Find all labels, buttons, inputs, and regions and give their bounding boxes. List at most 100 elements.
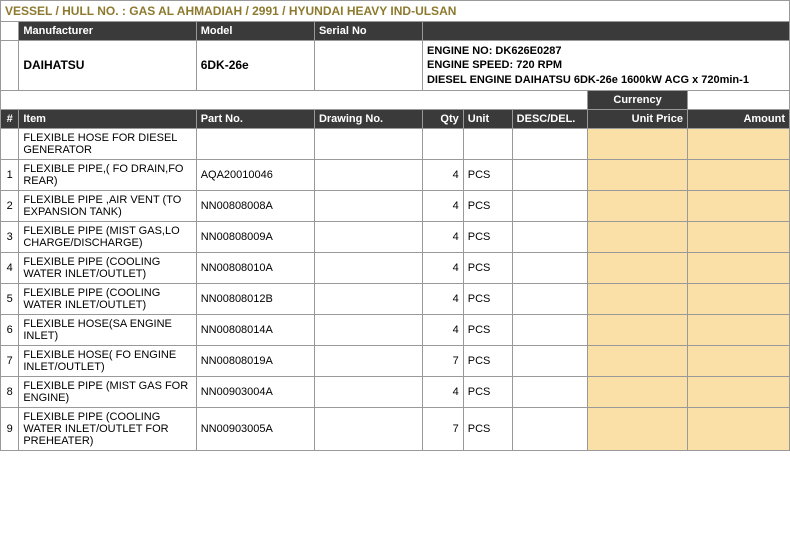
cell-unit-price (588, 407, 688, 450)
col-desc: DESC/DEL. (512, 109, 587, 128)
cell-item: FLEXIBLE PIPE (MIST GAS,LO CHARGE/DISCHA… (19, 221, 196, 252)
cell-desc (512, 128, 587, 159)
serial-value (314, 41, 422, 91)
cell-unit-price (588, 345, 688, 376)
cell-part: NN00808008A (196, 190, 314, 221)
table-row: 7FLEXIBLE HOSE( FO ENGINE INLET/OUTLET)N… (1, 345, 790, 376)
column-header-row: # Item Part No. Drawing No. Qty Unit DES… (1, 109, 790, 128)
cell-desc (512, 407, 587, 450)
cell-desc (512, 345, 587, 376)
cell-unit: PCS (463, 345, 512, 376)
row-num: 2 (1, 190, 19, 221)
section-title-row: FLEXIBLE HOSE FOR DIESEL GENERATOR (1, 128, 790, 159)
table-row: 9FLEXIBLE PIPE (COOLING WATER INLET/OUTL… (1, 407, 790, 450)
col-qty: Qty (422, 109, 463, 128)
cell-unit-price (588, 376, 688, 407)
cell-amount (687, 345, 789, 376)
cell-desc (512, 190, 587, 221)
cell-unit-price (588, 190, 688, 221)
cell-unit-price (588, 283, 688, 314)
cell-amount (687, 221, 789, 252)
row-num: 3 (1, 221, 19, 252)
cell-item: FLEXIBLE PIPE (COOLING WATER INLET/OUTLE… (19, 283, 196, 314)
cell-part: AQA20010046 (196, 159, 314, 190)
cell-unit-price (588, 128, 688, 159)
cell-unit: PCS (463, 221, 512, 252)
cell-amount (687, 283, 789, 314)
engine-info: ENGINE NO: DK626E0287 ENGINE SPEED: 720 … (422, 41, 789, 91)
engine-info-line: ENGINE NO: DK626E0287 (427, 44, 785, 58)
col-num: # (1, 109, 19, 128)
col-item: Item (19, 109, 196, 128)
manufacturer-label: Manufacturer (19, 22, 196, 41)
cell-amount (687, 128, 789, 159)
cell-qty: 4 (422, 376, 463, 407)
cell-item: FLEXIBLE PIPE,( FO DRAIN,FO REAR) (19, 159, 196, 190)
col-unit: Unit (463, 109, 512, 128)
cell-drawing (314, 283, 422, 314)
cell-amount (687, 376, 789, 407)
col-part: Part No. (196, 109, 314, 128)
col-drawing: Drawing No. (314, 109, 422, 128)
serial-label: Serial No (314, 22, 422, 41)
cell-part: NN00808009A (196, 221, 314, 252)
cell-desc (512, 252, 587, 283)
row-num: 7 (1, 345, 19, 376)
model-value: 6DK-26e (196, 41, 314, 91)
cell-desc (512, 221, 587, 252)
cell-desc (512, 159, 587, 190)
col-unit-price: Unit Price (588, 109, 688, 128)
cell-qty: 7 (422, 407, 463, 450)
table-row: 5FLEXIBLE PIPE (COOLING WATER INLET/OUTL… (1, 283, 790, 314)
cell-desc (512, 376, 587, 407)
mfr-value-row: DAIHATSU 6DK-26e ENGINE NO: DK626E0287 E… (1, 41, 790, 91)
cell-qty: 4 (422, 283, 463, 314)
cell-part: NN00808019A (196, 345, 314, 376)
cell-unit-price (588, 314, 688, 345)
cell-qty: 4 (422, 314, 463, 345)
cell-qty: 4 (422, 159, 463, 190)
cell-part: NN00903005A (196, 407, 314, 450)
model-label: Model (196, 22, 314, 41)
cell-part: NN00808014A (196, 314, 314, 345)
cell-unit-price (588, 159, 688, 190)
cell-qty: 4 (422, 190, 463, 221)
spacer (1, 22, 19, 41)
section-title: FLEXIBLE HOSE FOR DIESEL GENERATOR (19, 128, 196, 159)
cell-item: FLEXIBLE HOSE(SA ENGINE INLET) (19, 314, 196, 345)
cell-part: NN00808010A (196, 252, 314, 283)
row-num: 9 (1, 407, 19, 450)
row-num: 4 (1, 252, 19, 283)
currency-spacer (1, 90, 588, 109)
cell-drawing (314, 159, 422, 190)
cell-unit: PCS (463, 376, 512, 407)
row-num: 6 (1, 314, 19, 345)
engine-header-blank (422, 22, 789, 41)
cell-qty (422, 128, 463, 159)
table-row: 6FLEXIBLE HOSE(SA ENGINE INLET)NN0080801… (1, 314, 790, 345)
cell-part: NN00808012B (196, 283, 314, 314)
row-num: 5 (1, 283, 19, 314)
cell-drawing (314, 128, 422, 159)
row-num (1, 128, 19, 159)
cell-unit: PCS (463, 190, 512, 221)
manufacturer-value: DAIHATSU (19, 41, 196, 91)
currency-value (687, 90, 789, 109)
cell-unit (463, 128, 512, 159)
row-num: 1 (1, 159, 19, 190)
cell-qty: 4 (422, 252, 463, 283)
cell-qty: 4 (422, 221, 463, 252)
cell-desc (512, 314, 587, 345)
cell-item: FLEXIBLE PIPE (MIST GAS FOR ENGINE) (19, 376, 196, 407)
cell-qty: 7 (422, 345, 463, 376)
cell-desc (512, 283, 587, 314)
cell-drawing (314, 345, 422, 376)
cell-item: FLEXIBLE PIPE (COOLING WATER INLET/OUTLE… (19, 407, 196, 450)
table-row: 1FLEXIBLE PIPE,( FO DRAIN,FO REAR)AQA200… (1, 159, 790, 190)
cell-drawing (314, 314, 422, 345)
cell-item: FLEXIBLE PIPE ,AIR VENT (TO EXPANSION TA… (19, 190, 196, 221)
cell-amount (687, 190, 789, 221)
row-num: 8 (1, 376, 19, 407)
cell-amount (687, 314, 789, 345)
cell-drawing (314, 252, 422, 283)
